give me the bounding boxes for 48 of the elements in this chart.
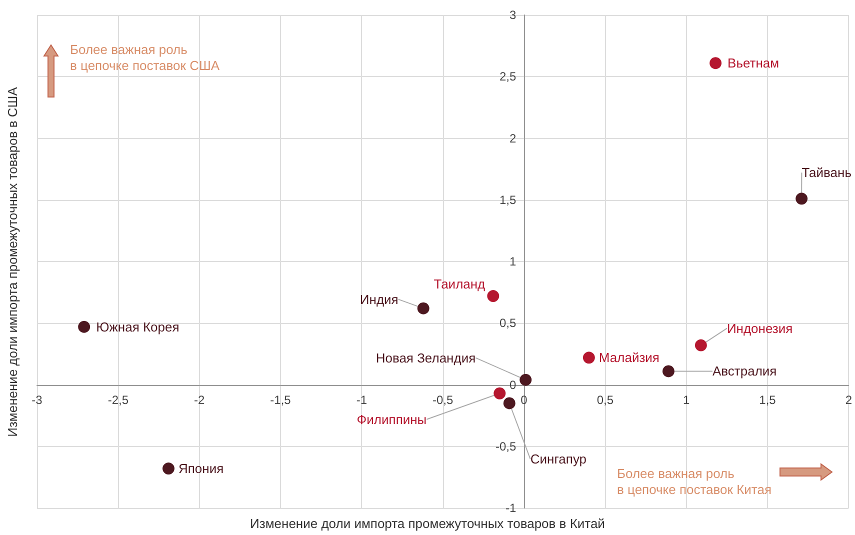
point (520, 374, 532, 386)
annotation: Более важная роль в цепочке поставок Китая (617, 466, 772, 498)
point (417, 302, 430, 314)
y-tick-label: 1,5 (500, 192, 517, 207)
y-tick-label: 3 (510, 8, 517, 22)
point (662, 365, 674, 378)
x-tick-label: -1,5 (270, 392, 292, 407)
point (710, 57, 722, 70)
x-tick-label: 0 (520, 392, 528, 407)
x-tick-label: -0,5 (432, 392, 454, 407)
y-tick-label: 0 (510, 378, 517, 392)
x-tick-label: -2 (194, 392, 205, 407)
y-tick-label: 0,5 (500, 316, 517, 330)
point (487, 290, 500, 302)
data-label: Малайзия (598, 350, 660, 366)
x-tick-label: -2,5 (108, 392, 129, 407)
x-tick-label: 2 (845, 392, 852, 407)
x-tick-label: 1,5 (759, 392, 776, 407)
point (494, 387, 506, 400)
point (162, 462, 174, 475)
y-tick-label: 1 (510, 254, 517, 268)
data-label: Индия (360, 292, 398, 307)
point (796, 192, 808, 205)
point (582, 352, 595, 364)
data-label: Южная Корея (96, 319, 180, 334)
x-tick-label: -1 (356, 392, 368, 407)
data-label: Новая Зеландия (376, 350, 476, 366)
x-tick-label: 0,5 (596, 392, 614, 407)
data-label: Вьетнам (728, 56, 780, 71)
data-label: Сингапур (530, 452, 587, 467)
x-axis-title: Изменение доли импорта промежуточных товаров в Китай (250, 516, 605, 531)
data-label: Индонезия (726, 320, 793, 336)
point (78, 320, 90, 333)
data-label: Тайвань (802, 165, 852, 180)
y-tick-label: -1 (506, 501, 517, 515)
point (503, 397, 516, 410)
y-axis-title: Изменение доли импорта промежуточных товаров в США (5, 86, 20, 437)
data-label: Япония (178, 461, 224, 476)
x-tick-label: 1 (682, 392, 690, 407)
point (694, 339, 707, 352)
y-tick-label: -0,5 (496, 439, 517, 454)
data-label: Филиппины (356, 412, 427, 427)
y-tick-label: 2 (510, 131, 517, 146)
annotation: Более важная роль в цепочке поставок США (70, 42, 220, 74)
y-tick-label: 2,5 (500, 70, 517, 84)
data-label: Австралия (712, 364, 777, 379)
x-tick-label: -3 (32, 392, 43, 407)
data-label: Таиланд (434, 276, 486, 292)
